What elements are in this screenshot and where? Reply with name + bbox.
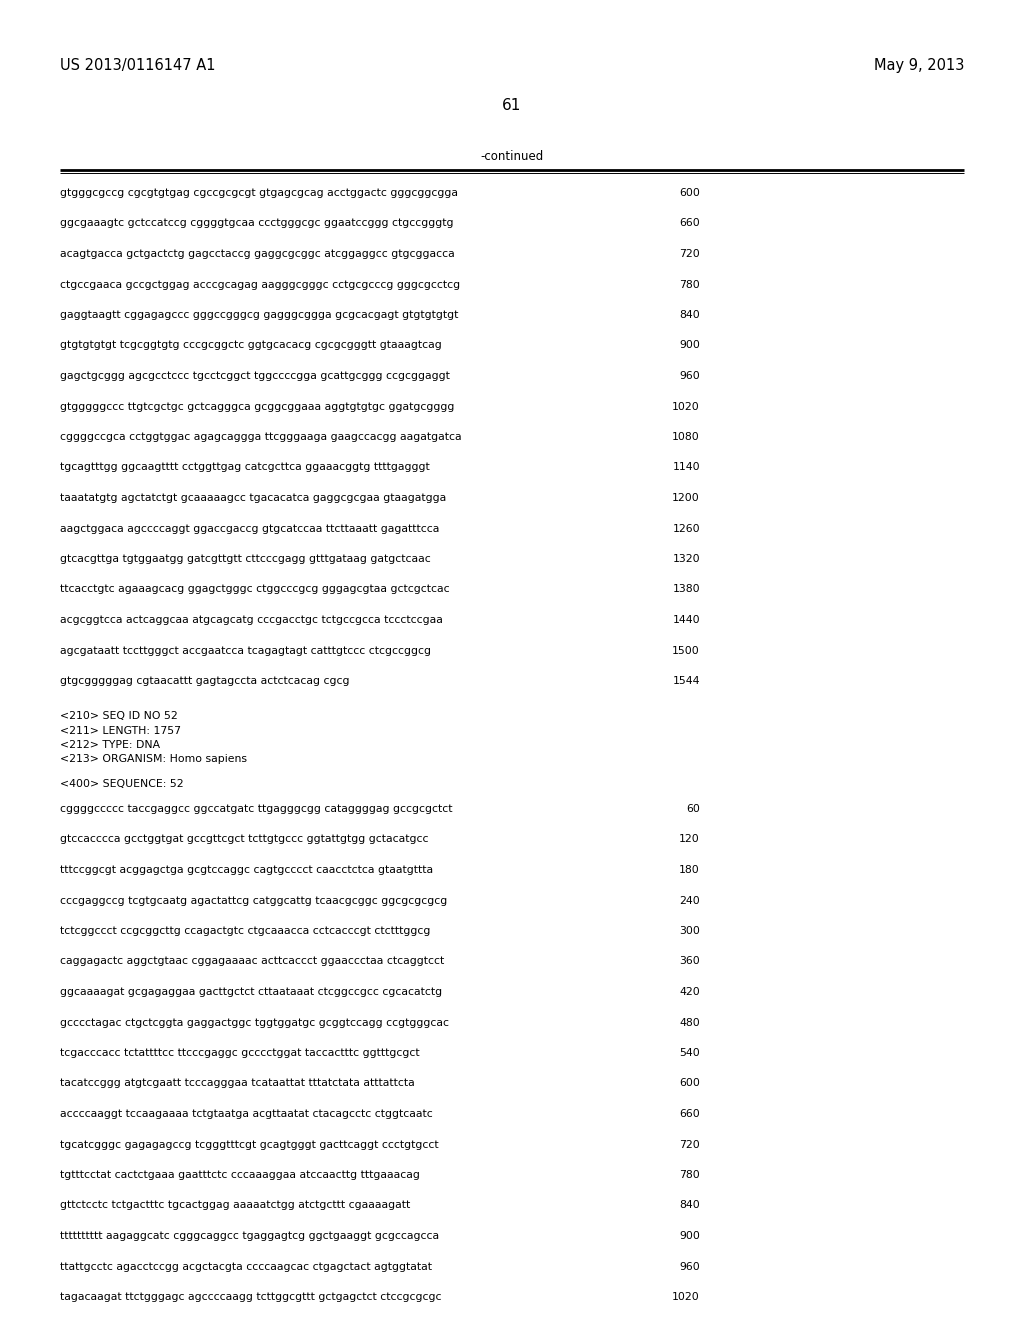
Text: 1260: 1260 xyxy=(673,524,700,533)
Text: cggggccgca cctggtggac agagcaggga ttcgggaaga gaagccacgg aagatgatca: cggggccgca cctggtggac agagcaggga ttcggga… xyxy=(60,432,462,442)
Text: 1200: 1200 xyxy=(672,492,700,503)
Text: 720: 720 xyxy=(679,249,700,259)
Text: 900: 900 xyxy=(679,1232,700,1241)
Text: 780: 780 xyxy=(679,1170,700,1180)
Text: acagtgacca gctgactctg gagcctaccg gaggcgcggc atcggaggcc gtgcggacca: acagtgacca gctgactctg gagcctaccg gaggcgc… xyxy=(60,249,455,259)
Text: tgtttcctat cactctgaaa gaatttctc cccaaaggaa atccaacttg tttgaaacag: tgtttcctat cactctgaaa gaatttctc cccaaagg… xyxy=(60,1170,420,1180)
Text: gtgggcgccg cgcgtgtgag cgccgcgcgt gtgagcgcag acctggactc gggcggcgga: gtgggcgccg cgcgtgtgag cgccgcgcgt gtgagcg… xyxy=(60,187,458,198)
Text: 61: 61 xyxy=(503,98,521,114)
Text: cggggccccc taccgaggcc ggccatgatc ttgagggcgg cataggggag gccgcgctct: cggggccccc taccgaggcc ggccatgatc ttgaggg… xyxy=(60,804,453,814)
Text: 780: 780 xyxy=(679,280,700,289)
Text: gcccctagac ctgctcggta gaggactggc tggtggatgc gcggtccagg ccgtgggcac: gcccctagac ctgctcggta gaggactggc tggtgga… xyxy=(60,1018,449,1027)
Text: gagctgcggg agcgcctccc tgcctcggct tggccccgga gcattgcggg ccgcggaggt: gagctgcggg agcgcctccc tgcctcggct tggcccc… xyxy=(60,371,450,381)
Text: ttcacctgtc agaaagcacg ggagctgggc ctggcccgcg gggagcgtaa gctcgctcac: ttcacctgtc agaaagcacg ggagctgggc ctggccc… xyxy=(60,585,450,594)
Text: <211> LENGTH: 1757: <211> LENGTH: 1757 xyxy=(60,726,181,735)
Text: 1080: 1080 xyxy=(672,432,700,442)
Text: 600: 600 xyxy=(679,1078,700,1089)
Text: 1320: 1320 xyxy=(673,554,700,564)
Text: gaggtaagtt cggagagccc gggccgggcg gagggcggga gcgcacgagt gtgtgtgtgt: gaggtaagtt cggagagccc gggccgggcg gagggcg… xyxy=(60,310,459,319)
Text: 600: 600 xyxy=(679,187,700,198)
Text: 180: 180 xyxy=(679,865,700,875)
Text: gtgtgtgtgt tcgcggtgtg cccgcggctc ggtgcacacg cgcgcgggtt gtaaagtcag: gtgtgtgtgt tcgcggtgtg cccgcggctc ggtgcac… xyxy=(60,341,441,351)
Text: <210> SEQ ID NO 52: <210> SEQ ID NO 52 xyxy=(60,711,178,721)
Text: agcgataatt tccttgggct accgaatcca tcagagtagt catttgtccc ctcgccggcg: agcgataatt tccttgggct accgaatcca tcagagt… xyxy=(60,645,431,656)
Text: caggagactc aggctgtaac cggagaaaac acttcaccct ggaaccctaa ctcaggtcct: caggagactc aggctgtaac cggagaaaac acttcac… xyxy=(60,957,444,966)
Text: gtcacgttga tgtggaatgg gatcgttgtt cttcccgagg gtttgataag gatgctcaac: gtcacgttga tgtggaatgg gatcgttgtt cttcccg… xyxy=(60,554,431,564)
Text: 840: 840 xyxy=(679,310,700,319)
Text: 960: 960 xyxy=(679,1262,700,1271)
Text: gtgggggccc ttgtcgctgc gctcagggca gcggcggaaa aggtgtgtgc ggatgcgggg: gtgggggccc ttgtcgctgc gctcagggca gcggcgg… xyxy=(60,401,455,412)
Text: taaatatgtg agctatctgt gcaaaaagcc tgacacatca gaggcgcgaa gtaagatgga: taaatatgtg agctatctgt gcaaaaagcc tgacaca… xyxy=(60,492,446,503)
Text: tttttttttt aagaggcatc cgggcaggcc tgaggagtcg ggctgaaggt gcgccagcca: tttttttttt aagaggcatc cgggcaggcc tgaggag… xyxy=(60,1232,439,1241)
Text: ctgccgaaca gccgctggag acccgcagag aagggcgggc cctgcgcccg gggcgcctcg: ctgccgaaca gccgctggag acccgcagag aagggcg… xyxy=(60,280,460,289)
Text: <213> ORGANISM: Homo sapiens: <213> ORGANISM: Homo sapiens xyxy=(60,755,247,764)
Text: aagctggaca agccccaggt ggaccgaccg gtgcatccaa ttcttaaatt gagatttcca: aagctggaca agccccaggt ggaccgaccg gtgcatc… xyxy=(60,524,439,533)
Text: 1380: 1380 xyxy=(673,585,700,594)
Text: tgcatcgggc gagagagccg tcgggtttcgt gcagtgggt gacttcaggt ccctgtgcct: tgcatcgggc gagagagccg tcgggtttcgt gcagtg… xyxy=(60,1139,438,1150)
Text: 660: 660 xyxy=(679,1109,700,1119)
Text: 240: 240 xyxy=(679,895,700,906)
Text: <400> SEQUENCE: 52: <400> SEQUENCE: 52 xyxy=(60,779,183,789)
Text: 900: 900 xyxy=(679,341,700,351)
Text: tttccggcgt acggagctga gcgtccaggc cagtgcccct caacctctca gtaatgttta: tttccggcgt acggagctga gcgtccaggc cagtgcc… xyxy=(60,865,433,875)
Text: 480: 480 xyxy=(679,1018,700,1027)
Text: 1020: 1020 xyxy=(672,401,700,412)
Text: tctcggccct ccgcggcttg ccagactgtc ctgcaaacca cctcacccgt ctctttggcg: tctcggccct ccgcggcttg ccagactgtc ctgcaaa… xyxy=(60,927,430,936)
Text: 300: 300 xyxy=(679,927,700,936)
Text: 840: 840 xyxy=(679,1200,700,1210)
Text: gtgcgggggag cgtaacattt gagtagccta actctcacag cgcg: gtgcgggggag cgtaacattt gagtagccta actctc… xyxy=(60,676,349,686)
Text: 60: 60 xyxy=(686,804,700,814)
Text: tgcagtttgg ggcaagtttt cctggttgag catcgcttca ggaaacggtg ttttgagggt: tgcagtttgg ggcaagtttt cctggttgag catcgct… xyxy=(60,462,430,473)
Text: 540: 540 xyxy=(679,1048,700,1059)
Text: 1500: 1500 xyxy=(672,645,700,656)
Text: ggcgaaagtc gctccatccg cggggtgcaa ccctgggcgc ggaatccggg ctgccgggtg: ggcgaaagtc gctccatccg cggggtgcaa ccctggg… xyxy=(60,219,454,228)
Text: 1140: 1140 xyxy=(673,462,700,473)
Text: 720: 720 xyxy=(679,1139,700,1150)
Text: acgcggtcca actcaggcaa atgcagcatg cccgacctgc tctgccgcca tccctccgaa: acgcggtcca actcaggcaa atgcagcatg cccgacc… xyxy=(60,615,442,624)
Text: tcgacccacc tctattttcc ttcccgaggc gcccctggat taccactttc ggtttgcgct: tcgacccacc tctattttcc ttcccgaggc gcccctg… xyxy=(60,1048,420,1059)
Text: 660: 660 xyxy=(679,219,700,228)
Text: tacatccggg atgtcgaatt tcccagggaa tcataattat tttatctata atttattcta: tacatccggg atgtcgaatt tcccagggaa tcataat… xyxy=(60,1078,415,1089)
Text: 1020: 1020 xyxy=(672,1292,700,1302)
Text: tagacaagat ttctgggagc agccccaagg tcttggcgttt gctgagctct ctccgcgcgc: tagacaagat ttctgggagc agccccaagg tcttggc… xyxy=(60,1292,441,1302)
Text: <212> TYPE: DNA: <212> TYPE: DNA xyxy=(60,741,160,750)
Text: 120: 120 xyxy=(679,834,700,845)
Text: US 2013/0116147 A1: US 2013/0116147 A1 xyxy=(60,58,215,73)
Text: gttctcctc tctgactttc tgcactggag aaaaatctgg atctgcttt cgaaaagatt: gttctcctc tctgactttc tgcactggag aaaaatct… xyxy=(60,1200,411,1210)
Text: 1544: 1544 xyxy=(673,676,700,686)
Text: cccgaggccg tcgtgcaatg agactattcg catggcattg tcaacgcggc ggcgcgcgcg: cccgaggccg tcgtgcaatg agactattcg catggca… xyxy=(60,895,447,906)
Text: 1440: 1440 xyxy=(673,615,700,624)
Text: accccaaggt tccaagaaaa tctgtaatga acgttaatat ctacagcctc ctggtcaatc: accccaaggt tccaagaaaa tctgtaatga acgttaa… xyxy=(60,1109,433,1119)
Text: May 9, 2013: May 9, 2013 xyxy=(873,58,964,73)
Text: gtccacccca gcctggtgat gccgttcgct tcttgtgccc ggtattgtgg gctacatgcc: gtccacccca gcctggtgat gccgttcgct tcttgtg… xyxy=(60,834,428,845)
Text: -continued: -continued xyxy=(480,150,544,162)
Text: ggcaaaagat gcgagaggaa gacttgctct cttaataaat ctcggccgcc cgcacatctg: ggcaaaagat gcgagaggaa gacttgctct cttaata… xyxy=(60,987,442,997)
Text: 360: 360 xyxy=(679,957,700,966)
Text: 420: 420 xyxy=(679,987,700,997)
Text: 960: 960 xyxy=(679,371,700,381)
Text: ttattgcctc agacctccgg acgctacgta ccccaagcac ctgagctact agtggtatat: ttattgcctc agacctccgg acgctacgta ccccaag… xyxy=(60,1262,432,1271)
